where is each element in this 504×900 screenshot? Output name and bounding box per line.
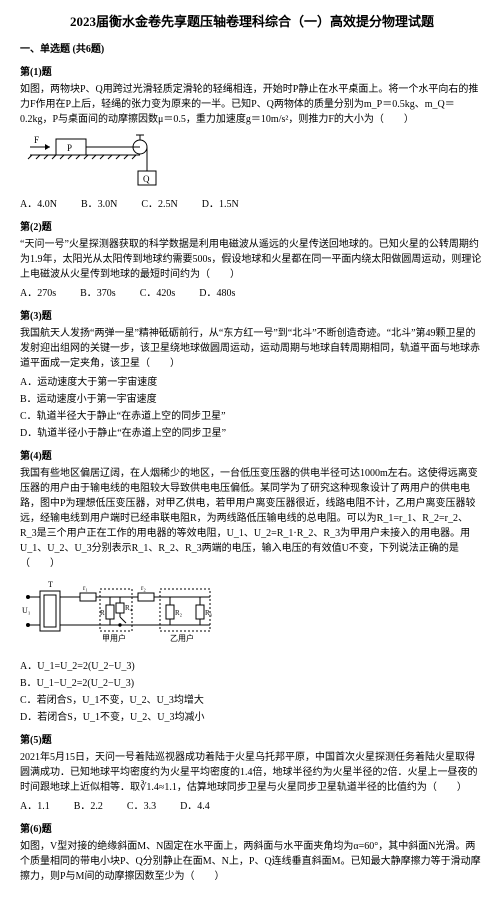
q3-body: 我国航天人发扬“两弹一星”精神砥砺前行，从“东方红一号”到“北斗”不断创造奇迹。… — [20, 326, 484, 371]
u1-label: U₁ — [22, 606, 31, 615]
q1-head: 第(1)题 — [20, 65, 484, 80]
q4-head: 第(4)题 — [20, 449, 484, 464]
q5-body: 2021年5月15日，天问一号着陆巡视器成功着陆于火星乌托邦平原，中国首次火星探… — [20, 750, 484, 795]
R4-label: R₄ — [125, 604, 133, 612]
q1-options: A．4.0N B．3.0N C．2.5N D．1.5N — [20, 197, 484, 212]
q3-opt-a: A．运动速度大于第一宇宙速度 — [20, 375, 484, 390]
r1-label: r₁ — [83, 584, 88, 592]
q4-opt-a: A．U_1=U_2=2(U_2−U_3) — [20, 659, 484, 674]
q2-opt-a: A．270s — [20, 286, 56, 301]
r2-label: r₂ — [141, 584, 146, 592]
q2-opt-c: C．420s — [140, 286, 176, 301]
p-label: P — [67, 143, 72, 153]
q2-body: “天问一号”火星探测器获取的科学数据是利用电磁波从遥远的火星传送回地球的。已知火… — [20, 237, 484, 282]
q4-options: A．U_1=U_2=2(U_2−U_3) B．U_1−U_2=2(U_2−U_3… — [20, 659, 484, 725]
q4-figure: U₁ T r₁ r₂ R₁ R₄ R₂ R₃ 甲用户 乙用户 — [20, 575, 484, 655]
q5-opt-a: A．1.1 — [20, 799, 50, 814]
t-label: T — [48, 580, 53, 589]
q2-opt-b: B．370s — [80, 286, 116, 301]
user-a-label: 甲用户 — [102, 633, 126, 643]
q3-opt-c: C．轨道半径大于静止“在赤道上空的同步卫星” — [20, 409, 484, 424]
q1-opt-d: D．1.5N — [202, 197, 239, 212]
q6-head: 第(6)题 — [20, 822, 484, 837]
q3-head: 第(3)题 — [20, 309, 484, 324]
q1-body: 如图，两物块P、Q用跨过光滑轻质定滑轮的轻绳相连，开始时P静止在水平桌面上。将一… — [20, 82, 484, 127]
q1-opt-a: A．4.0N — [20, 197, 57, 212]
q1-figure: F P Q — [20, 131, 484, 193]
q3-opt-d: D．轨道半径小于静止“在赤道上空的同步卫星” — [20, 426, 484, 441]
q6-body: 如图，V型对接的绝缘斜面M、N固定在水平面上，两斜面与水平面夹角均为α=60°，… — [20, 839, 484, 884]
q5-opt-c: C．3.3 — [127, 799, 156, 814]
q2-opt-d: D．480s — [199, 286, 235, 301]
q2-head: 第(2)题 — [20, 220, 484, 235]
page-title: 2023届衡水金卷先享题压轴卷理科综合（一）高效提分物理试题 — [20, 12, 484, 32]
section-heading: 一、单选题 (共6题) — [20, 42, 484, 57]
q-label: Q — [143, 174, 150, 184]
q5-options: A．1.1 B．2.2 C．3.3 D．4.4 — [20, 799, 484, 814]
q5-opt-d: D．4.4 — [180, 799, 210, 814]
q4-opt-c: C．若闭合S，U_1不变，U_2、U_3均增大 — [20, 693, 484, 708]
R1-label: R₁ — [100, 609, 107, 617]
q1-opt-c: C．2.5N — [141, 197, 177, 212]
q3-options: A．运动速度大于第一宇宙速度 B．运动速度小于第一宇宙速度 C．轨道半径大于静止… — [20, 375, 484, 441]
R3-label: R₃ — [205, 609, 213, 617]
q5-head: 第(5)题 — [20, 733, 484, 748]
q2-options: A．270s B．370s C．420s D．480s — [20, 286, 484, 301]
q3-opt-b: B．运动速度小于第一宇宙速度 — [20, 392, 484, 407]
R2-label: R₂ — [175, 609, 183, 617]
q5-opt-b: B．2.2 — [74, 799, 103, 814]
q4-opt-b: B．U_1−U_2=2(U_2−U_3) — [20, 676, 484, 691]
q1-opt-b: B．3.0N — [81, 197, 117, 212]
user-b-label: 乙用户 — [170, 633, 194, 643]
f-label: F — [34, 135, 39, 145]
q4-body: 我国有些地区偏居辽阔，在人烟稀少的地区，一台低压变压器的供电半径可达1000m左… — [20, 466, 484, 571]
q4-opt-d: D．若闭合S，U_1不变，U_2、U_3均减小 — [20, 710, 484, 725]
